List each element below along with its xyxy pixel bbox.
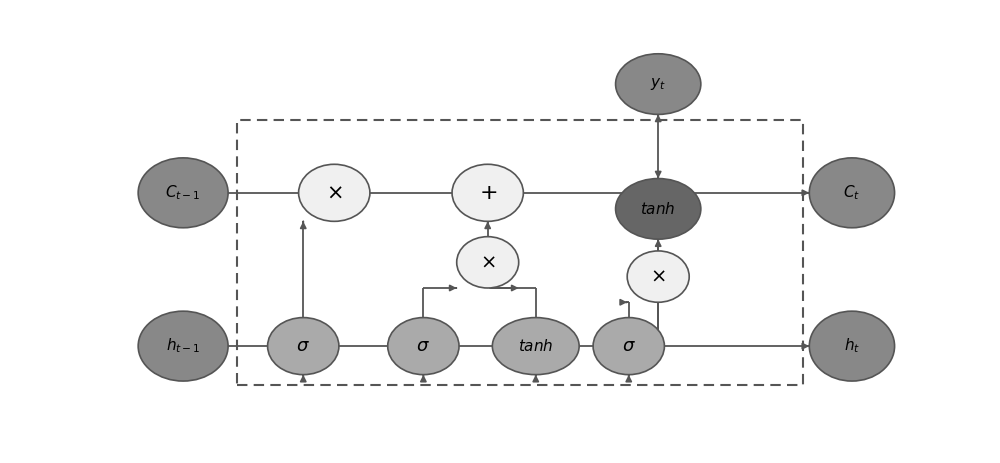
Text: $\sigma$: $\sigma$: [296, 337, 310, 355]
Bar: [237, 120, 803, 385]
Ellipse shape: [388, 318, 459, 375]
Ellipse shape: [299, 164, 370, 221]
Ellipse shape: [268, 318, 339, 375]
Text: $tanh$: $tanh$: [518, 338, 554, 354]
Ellipse shape: [809, 311, 895, 381]
Ellipse shape: [616, 179, 701, 239]
Text: $\sigma$: $\sigma$: [622, 337, 636, 355]
Ellipse shape: [457, 237, 519, 288]
Text: $C_t$: $C_t$: [843, 183, 861, 202]
Text: $h_{t-1}$: $h_{t-1}$: [166, 337, 200, 356]
Ellipse shape: [627, 251, 689, 302]
Ellipse shape: [138, 158, 228, 228]
Ellipse shape: [492, 318, 579, 375]
Text: $h_t$: $h_t$: [844, 337, 860, 356]
Ellipse shape: [616, 54, 701, 114]
Ellipse shape: [593, 318, 664, 375]
Text: $\times$: $\times$: [480, 253, 496, 272]
Ellipse shape: [452, 164, 523, 221]
Text: $\times$: $\times$: [326, 183, 343, 203]
Text: $\times$: $\times$: [650, 267, 666, 286]
Text: $+$: $+$: [479, 183, 497, 203]
Ellipse shape: [809, 158, 895, 228]
Ellipse shape: [138, 311, 228, 381]
Text: $C_{t-1}$: $C_{t-1}$: [165, 183, 201, 202]
Text: $tanh$: $tanh$: [640, 201, 676, 217]
Text: $\sigma$: $\sigma$: [416, 337, 430, 355]
Text: $y_t$: $y_t$: [650, 76, 666, 92]
